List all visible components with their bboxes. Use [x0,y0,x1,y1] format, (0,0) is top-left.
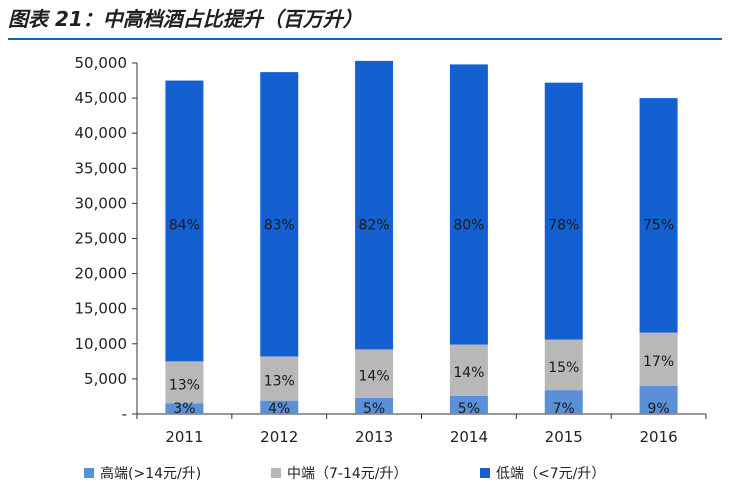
y-tick-label: 5,000 [84,370,127,388]
bar-segment-high [544,390,583,414]
chart-title: 图表 21：中高档酒占比提升（百万升） [8,7,363,31]
y-tick-label: 30,000 [75,194,128,212]
bar-segment-high [355,397,394,414]
y-tick-label: 10,000 [75,335,128,353]
data-label: 7% [553,401,575,417]
data-label: 13% [264,374,295,390]
y-tick-label: 25,000 [75,230,128,248]
x-tick-label: 2012 [260,428,298,446]
data-label: 78% [548,217,579,233]
x-tick-label: 2014 [450,428,488,446]
bar-segment-low [449,64,488,345]
bar-segment-mid [355,349,394,398]
bars: 3% 13% 84% 4% 13% 83% 5% 14% 82% 5% 14% 80% 7% 15% 78%… [165,60,678,417]
legend: 高端(>14元/升) 中端（7-14元/升） 低端（<7元/升） [84,465,605,482]
data-label: 75% [643,217,674,233]
legend-swatch [480,468,490,478]
legend-swatch [84,468,94,478]
y-tick-label: 50,000 [75,54,128,72]
y-tick-label: - [122,405,127,423]
data-label: 82% [359,217,390,233]
bar-segment-low [260,72,299,357]
y-tick-label: 40,000 [75,124,128,142]
x-tick-label: 2016 [639,428,677,446]
legend-swatch [271,468,281,478]
data-label: 4% [268,401,290,417]
legend-label: 低端（<7元/升） [496,466,605,482]
y-tick-label: 45,000 [75,89,128,107]
bar-segment-mid [165,361,204,404]
data-label: 5% [458,401,480,417]
data-label: 84% [169,217,200,233]
x-tick-label: 2011 [165,428,203,446]
bar-segment-low [165,80,204,362]
data-label: 14% [359,369,390,385]
data-label: 80% [453,217,484,233]
x-axis: 2011 2012 2013 2014 2015 2016 [136,413,707,446]
legend-label: 高端(>14元/升) [100,465,201,482]
data-label: 83% [264,217,295,233]
y-tick-label: 35,000 [75,159,128,177]
x-tick-label: 2015 [545,428,583,446]
bar-segment-low [639,98,678,333]
data-label: 13% [169,377,200,393]
bar-segment-low [544,82,583,340]
y-tick-label: 20,000 [75,265,128,283]
data-label: 17% [643,354,674,370]
bar-segment-mid [639,332,678,386]
data-label: 5% [363,401,385,417]
bar-segment-mid [544,339,583,391]
bar-segment-mid [260,356,299,401]
data-label: 15% [548,360,579,376]
y-tick-label: 15,000 [75,300,128,318]
bar-segment-high [260,400,299,414]
bar-segment-low [355,60,394,350]
legend-label: 中端（7-14元/升） [287,466,408,482]
bar-segment-high [449,395,488,414]
data-label: 9% [647,401,669,417]
y-axis: - 5,000 10,000 15,000 20,000 25,000 30,000 35,0… [75,54,138,423]
data-label: 3% [173,401,195,417]
bar-segment-high [639,385,678,414]
data-label: 14% [453,365,484,381]
bar-segment-high [165,403,204,414]
bar-segment-mid [449,344,488,396]
x-tick-label: 2013 [355,428,393,446]
title-rule [8,38,722,40]
